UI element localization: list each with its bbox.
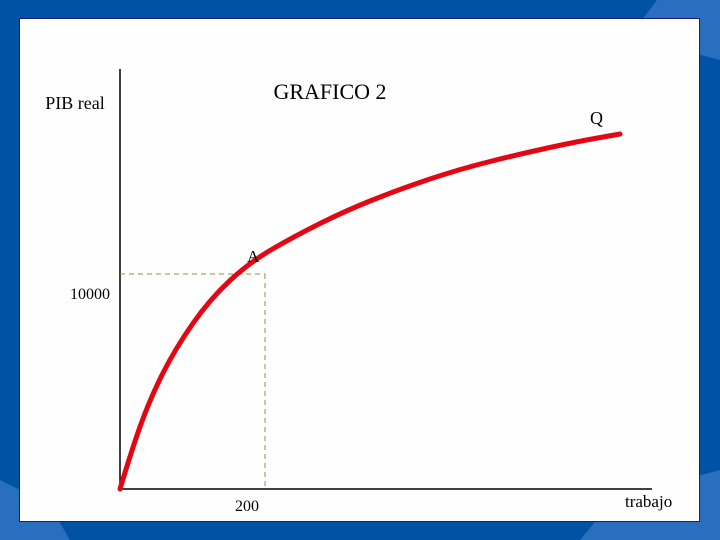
curve-label-q: Q: [590, 108, 603, 128]
chart-svg: GRAFICO 2 PIB real trabajo Q A 10000 200: [20, 19, 701, 523]
y-axis-label: PIB real: [45, 93, 104, 113]
slide-background: GRAFICO 2 PIB real trabajo Q A 10000 200: [0, 0, 720, 540]
x-axis-label: trabajo: [625, 492, 672, 511]
point-a-label: A: [247, 247, 260, 266]
y-tick-10000: 10000: [70, 286, 110, 303]
x-tick-200: 200: [235, 498, 259, 515]
production-curve: [120, 134, 620, 489]
chart-panel: GRAFICO 2 PIB real trabajo Q A 10000 200: [19, 18, 700, 522]
chart-title: GRAFICO 2: [273, 79, 386, 104]
